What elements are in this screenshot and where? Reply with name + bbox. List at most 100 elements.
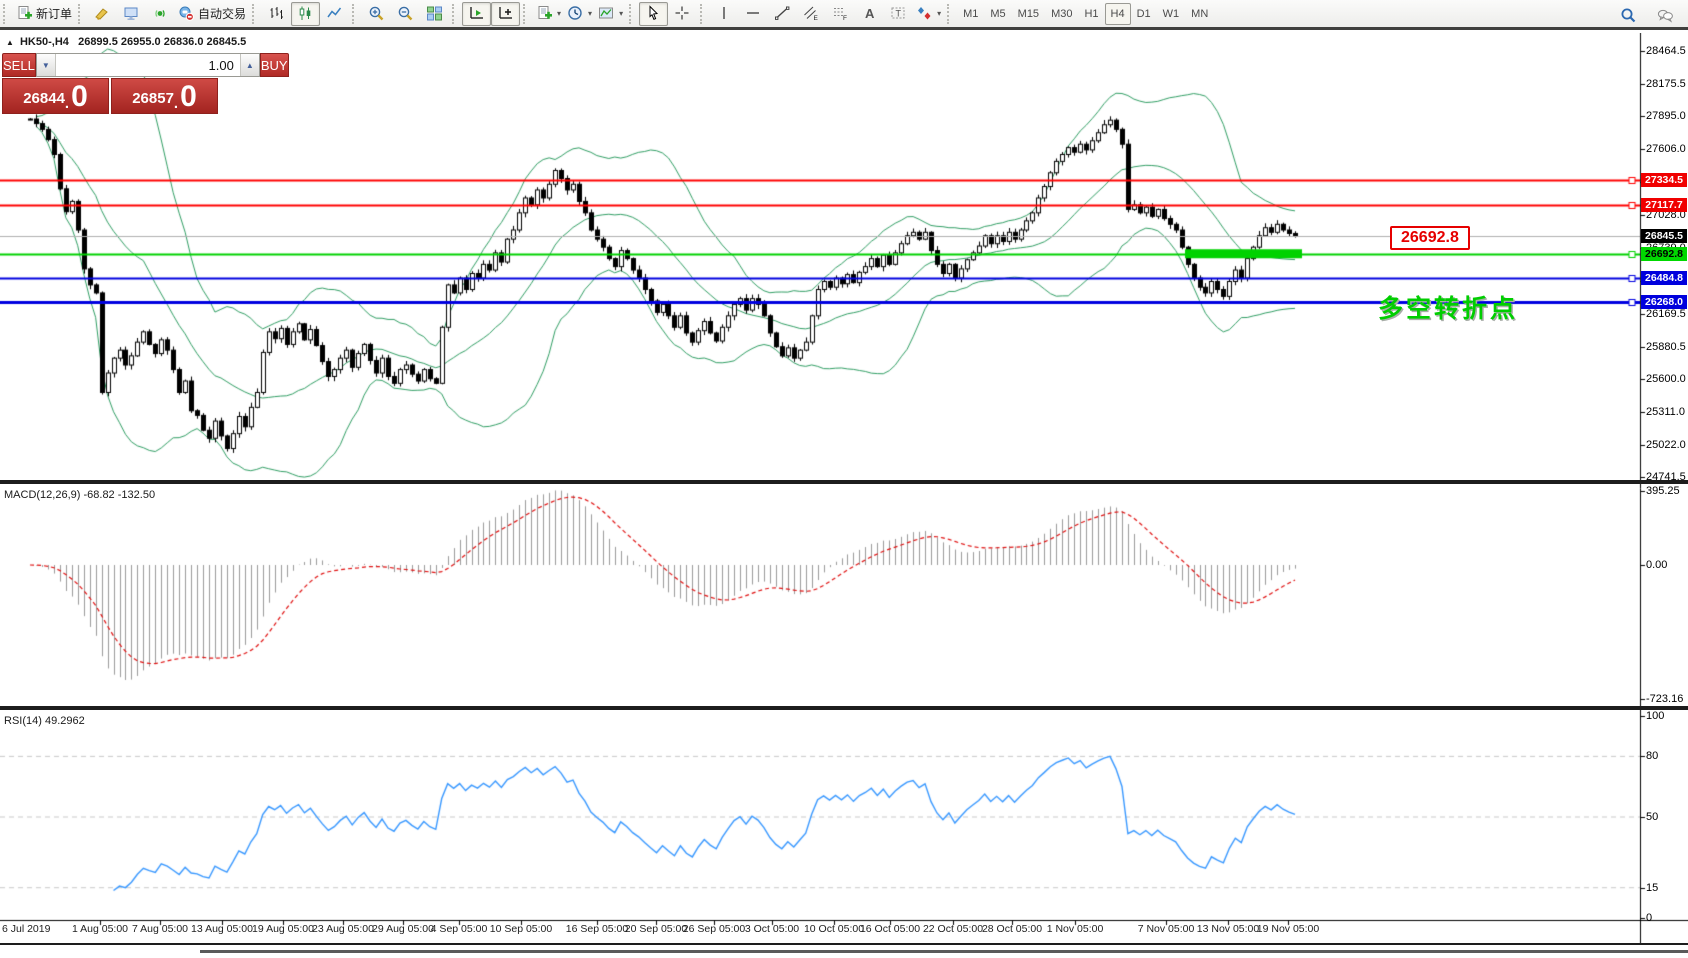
search-icon [1620, 7, 1637, 24]
timeframe-d1-button[interactable]: D1 [1136, 7, 1151, 20]
volume-stepper: ▼ ▲ [35, 53, 260, 77]
volume-increase-button[interactable]: ▲ [239, 54, 259, 76]
candlestick-button[interactable] [291, 1, 321, 26]
fibonacci-button[interactable]: F [826, 2, 855, 26]
template-button[interactable]: ▾ [595, 2, 626, 26]
toolbar-drag-handle[interactable] [700, 3, 707, 24]
toolbar-drag-handle[interactable] [629, 3, 636, 24]
vline-icon [716, 5, 733, 22]
buy-price-main: 26857 [132, 90, 174, 107]
timeframe-h4-button[interactable]: H4 [1104, 2, 1131, 25]
buy-button[interactable]: BUY [259, 53, 289, 77]
horizontal-scrollbar[interactable] [200, 950, 1688, 953]
template-dropdown-icon[interactable]: ▾ [619, 9, 624, 18]
zoom-in-button[interactable] [362, 2, 391, 26]
chart-ohlc-values: 26899.5 26955.0 26836.0 26845.5 [78, 36, 247, 48]
sell-price-main: 26844 [23, 90, 65, 107]
price-tick-label: 26169.5 [1646, 307, 1686, 320]
toolbar-drag-handle[interactable] [452, 3, 459, 24]
sell-button[interactable]: SELL [2, 53, 36, 77]
time-axis-label: 7 Aug 05:00 [131, 923, 189, 935]
time-axis-label: 1 Aug 05:00 [71, 923, 129, 935]
time-axis-label: 3 Oct 05:00 [744, 923, 800, 935]
highlighter-button[interactable] [88, 2, 117, 26]
annotation-price-note[interactable]: 26692.8 [1390, 226, 1470, 250]
annotation-cn-note[interactable]: 多空转折点 [1378, 295, 1519, 323]
monitor-button[interactable] [117, 2, 146, 26]
crosshair-button[interactable] [668, 2, 697, 26]
indicators-button[interactable]: ▾ [533, 2, 564, 26]
time-axis-label: 13 Aug 05:00 [191, 923, 253, 935]
toolbar-drag-handle[interactable] [3, 3, 10, 24]
tile-windows-button[interactable] [420, 2, 449, 26]
svg-text:E: E [814, 15, 819, 22]
timeframe-mn-button[interactable]: MN [1191, 7, 1209, 20]
sell-price[interactable]: 26844 . 0 [2, 78, 109, 114]
new-order-button[interactable]: 新订单 [13, 2, 75, 26]
timeframe-w1-button[interactable]: W1 [1162, 7, 1180, 20]
svg-text:F: F [843, 15, 847, 22]
toolbar-drag-handle[interactable] [78, 3, 85, 24]
new-order-icon [16, 5, 33, 22]
price-tick-label: 25311.0 [1646, 405, 1685, 418]
buy-price-dot: . [173, 95, 179, 112]
macd-pane-divider[interactable] [0, 480, 1688, 484]
hline-icon [745, 5, 762, 22]
volume-decrease-button[interactable]: ▼ [36, 54, 56, 76]
toolbar-drag-handle[interactable] [947, 3, 954, 24]
main-toolbar: 新订单 自动交易 ▾ ▾ ▾ E F A T ▾ M1 M5 M15 M30 H1 H4 D1 W1 MN [0, 0, 1688, 30]
search-button[interactable] [1614, 3, 1643, 27]
indicators-icon [536, 5, 553, 22]
toolbar-drag-handle[interactable] [523, 3, 530, 24]
hline-button[interactable] [739, 2, 768, 26]
chart-shift-icon [497, 5, 514, 22]
cursor-button[interactable] [639, 1, 669, 26]
time-axis-label: 13 Nov 05:00 [1196, 923, 1260, 935]
signal-button[interactable] [146, 2, 175, 26]
line-chart-button[interactable] [320, 2, 349, 26]
bar-chart-button[interactable] [262, 2, 291, 26]
timeframe-m1-button[interactable]: M1 [963, 7, 979, 20]
arrows-button[interactable]: ▾ [913, 2, 944, 26]
timeframe-m15-button[interactable]: M15 [1017, 7, 1040, 20]
time-axis-label: 16 Oct 05:00 [859, 923, 921, 935]
auto-scroll-button[interactable] [462, 1, 492, 26]
label-button[interactable]: T [884, 2, 913, 26]
timeframe-m5-button[interactable]: M5 [990, 7, 1006, 20]
macd-axis-label: 395.25 [1646, 485, 1680, 498]
indicators-dropdown-icon[interactable]: ▾ [557, 9, 562, 18]
chat-icon [1657, 7, 1674, 24]
zoom-out-button[interactable] [391, 2, 420, 26]
chart-shift-button[interactable] [491, 1, 521, 26]
periods-dropdown-icon[interactable]: ▾ [588, 9, 593, 18]
timeframe-m30-button[interactable]: M30 [1051, 7, 1073, 20]
price-chart-canvas[interactable] [0, 33, 1688, 958]
arrows-dropdown-icon[interactable]: ▾ [937, 9, 942, 18]
price-tick-label: 28175.5 [1646, 78, 1686, 91]
periods-icon [567, 5, 584, 22]
toolbar-drag-handle[interactable] [252, 3, 259, 24]
channel-button[interactable]: E [797, 2, 826, 26]
zoom-out-icon [397, 5, 414, 22]
time-axis-label: 4 Sep 05:00 [430, 923, 488, 935]
time-axis-label: 29 Aug 05:00 [372, 923, 434, 935]
toolbar-drag-handle[interactable] [352, 3, 359, 24]
bar-chart-icon [268, 5, 285, 22]
new-order-label: 新订单 [36, 7, 73, 21]
vline-button[interactable] [710, 2, 739, 26]
autotrade-button[interactable]: 自动交易 [175, 2, 249, 26]
periods-button[interactable]: ▾ [564, 2, 595, 26]
price-tick-label: 25880.5 [1646, 340, 1686, 353]
chat-button[interactable] [1651, 3, 1680, 27]
time-axis-label: 1 Nov 05:00 [1046, 923, 1104, 935]
rsi-pane-divider[interactable] [0, 706, 1688, 710]
autotrade-label: 自动交易 [198, 7, 247, 21]
volume-input[interactable] [55, 54, 240, 76]
buy-price[interactable]: 26857 . 0 [111, 78, 218, 114]
buy-price-frac: 0 [180, 80, 197, 113]
trendline-button[interactable] [768, 2, 797, 26]
rsi-axis-label: 50 [1646, 811, 1659, 823]
text-button[interactable]: A [855, 2, 884, 26]
timeframe-h1-button[interactable]: H1 [1084, 7, 1099, 20]
